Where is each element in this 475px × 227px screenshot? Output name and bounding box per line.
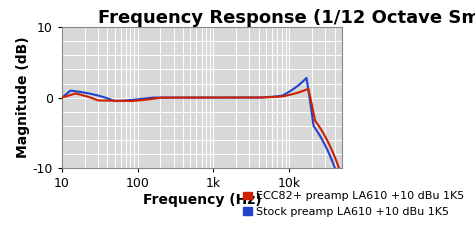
Legend: ECC82+ preamp LA610 +10 dBu 1K5, Stock preamp LA610 +10 dBu 1K5: ECC82+ preamp LA610 +10 dBu 1K5, Stock p… (243, 191, 465, 217)
Text: Frequency Response (1/12 Octave Smoothing): Frequency Response (1/12 Octave Smoothin… (98, 9, 475, 27)
Y-axis label: Magnitude (dB): Magnitude (dB) (16, 37, 29, 158)
X-axis label: Frequency (Hz): Frequency (Hz) (142, 193, 261, 207)
